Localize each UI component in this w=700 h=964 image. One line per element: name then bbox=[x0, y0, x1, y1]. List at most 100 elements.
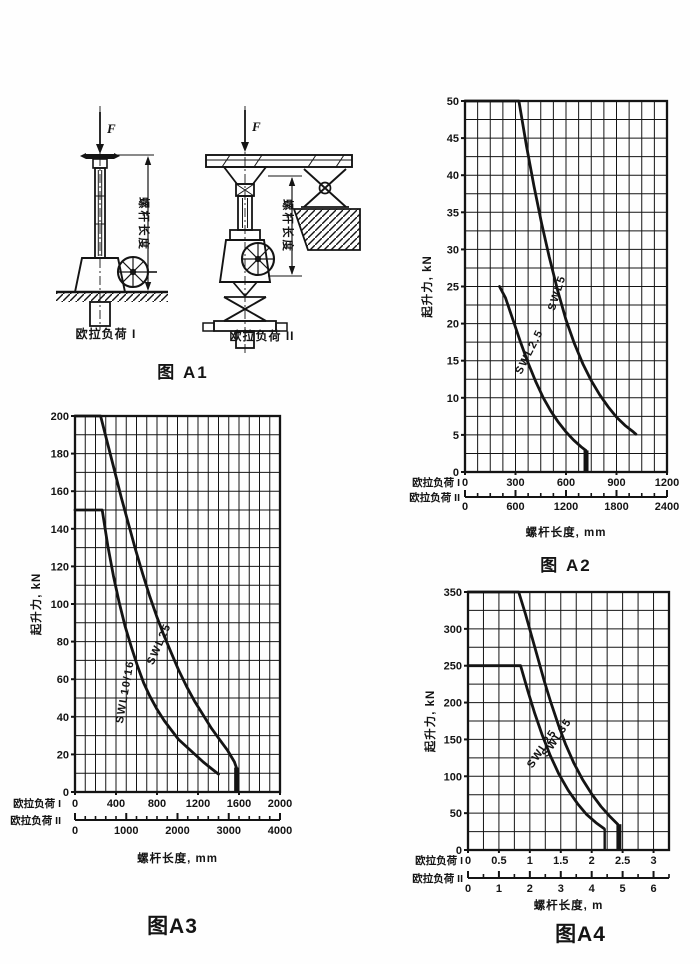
y-tick-label: 160 bbox=[51, 486, 69, 498]
x-tick-label-scale1: 1200 bbox=[186, 798, 210, 810]
x-tick-label-scale1: 1600 bbox=[227, 798, 251, 810]
y-axis: 0 20 40 60 80 100 120 140 160 180 200 起升力, kN bbox=[29, 411, 75, 799]
hand-wheel bbox=[240, 241, 276, 277]
x-tick-label-scale2: 0 bbox=[465, 883, 471, 895]
y-tick-label: 250 bbox=[444, 661, 462, 673]
x-tick-label-scale2: 2 bbox=[527, 883, 533, 895]
y-tick-label: 30 bbox=[447, 244, 459, 256]
x-tick-label-scale2: 5 bbox=[620, 883, 626, 895]
figure-a1-caption: 图 A1 bbox=[157, 363, 209, 382]
x-tick-label-scale2: 3 bbox=[558, 883, 564, 895]
x-tick-label-scale1: 3 bbox=[650, 855, 656, 867]
y-axis: 0 5 10 15 20 25 30 35 40 45 50 起升力, kN bbox=[420, 96, 465, 479]
x-axis-scale1: 0 300 600 900 1200 bbox=[462, 472, 679, 489]
force-label: F bbox=[106, 121, 116, 136]
figure-a3-caption: 图A3 bbox=[147, 915, 198, 938]
dim-label: 螺杆长度 bbox=[137, 197, 151, 251]
y-axis-title: 起升力, kN bbox=[29, 573, 43, 637]
plot-border bbox=[466, 590, 671, 852]
x-tick-label-scale1: 400 bbox=[107, 798, 125, 810]
x-tick-label-scale1: 800 bbox=[148, 798, 166, 810]
x-tick-label-scale1: 1200 bbox=[655, 477, 679, 489]
y-tick-label: 15 bbox=[447, 356, 459, 368]
y-tick-label: 300 bbox=[444, 624, 462, 636]
jack-saddle bbox=[86, 154, 114, 159]
y-tick-label: 100 bbox=[51, 599, 69, 611]
y-tick-label: 180 bbox=[51, 449, 69, 461]
x-axis-title: 螺杆长度, mm bbox=[137, 851, 218, 865]
y-tick-label: 150 bbox=[444, 734, 462, 746]
y-tick-label: 10 bbox=[447, 393, 459, 405]
x-tick-label-scale1: 0 bbox=[72, 798, 78, 810]
curve-label: SWL10/16 bbox=[114, 659, 137, 724]
x-tick-label-scale1: 300 bbox=[506, 477, 524, 489]
jack-drawing-euler-load-2: F bbox=[202, 106, 361, 354]
curve-SWL10-16 bbox=[73, 508, 220, 776]
x-tick-label-scale1: 2.5 bbox=[615, 855, 630, 867]
x-axis-scale2: 0 600 1200 1800 2400 bbox=[462, 490, 679, 513]
force-arrowhead bbox=[241, 142, 249, 152]
curve-SWL5 bbox=[463, 99, 638, 436]
x-axis-scale2: 0 1 2 3 4 5 6 bbox=[465, 871, 670, 895]
scale2-legend: 欧拉负荷 II bbox=[412, 872, 463, 885]
curve-SWL2-5 bbox=[498, 285, 588, 452]
y-tick-label: 0 bbox=[456, 845, 462, 857]
y-tick-label: 5 bbox=[453, 430, 459, 442]
y-tick-label: 60 bbox=[57, 674, 69, 686]
x-tick-label-scale2: 0 bbox=[72, 825, 78, 837]
force-arrowhead bbox=[96, 144, 104, 154]
y-tick-label: 200 bbox=[51, 411, 69, 423]
x-tick-label-scale2: 1200 bbox=[554, 501, 578, 513]
overhead-beam bbox=[205, 154, 353, 168]
y-tick-label: 50 bbox=[447, 96, 459, 108]
x-tick-label-scale1: 0.5 bbox=[491, 855, 506, 867]
y-axis-title: 起升力, kN bbox=[420, 255, 434, 319]
x-tick-label-scale2: 4 bbox=[589, 883, 596, 895]
euler-load-1-label: 欧拉负荷 I bbox=[75, 327, 137, 341]
dim-label: 螺杆长度 bbox=[281, 199, 295, 253]
y-tick-label: 350 bbox=[444, 587, 462, 599]
y-tick-label: 100 bbox=[444, 771, 462, 783]
scale1-legend: 欧拉负荷 I bbox=[13, 797, 61, 810]
curve-SWL25 bbox=[73, 414, 238, 769]
y-tick-label: 0 bbox=[63, 787, 69, 799]
y-tick-label: 20 bbox=[447, 319, 459, 331]
y-axis-title: 起升力, kN bbox=[423, 690, 437, 754]
x-tick-label-scale2: 4000 bbox=[268, 825, 292, 837]
y-tick-label: 40 bbox=[57, 712, 69, 724]
scale1-legend: 欧拉负荷 I bbox=[412, 476, 460, 489]
x-tick-label-scale1: 0 bbox=[465, 855, 471, 867]
x-tick-label-scale2: 600 bbox=[506, 501, 524, 513]
x-tick-label-scale1: 900 bbox=[607, 477, 625, 489]
jack-base bbox=[89, 301, 111, 327]
x-axis-title: 螺杆长度, mm bbox=[526, 525, 607, 539]
side-support bbox=[292, 168, 361, 251]
x-tick-label-scale1: 1.5 bbox=[553, 855, 568, 867]
jack-body bbox=[218, 239, 272, 283]
wall-block bbox=[292, 208, 361, 251]
x-tick-label-scale2: 2400 bbox=[655, 501, 679, 513]
grid bbox=[464, 100, 668, 473]
y-tick-label: 25 bbox=[447, 282, 459, 294]
y-axis: 0 50 100 150 200 250 300 350 起升力, kN bbox=[423, 587, 468, 857]
y-tick-label: 40 bbox=[447, 170, 459, 182]
x-tick-label-scale1: 0 bbox=[462, 477, 468, 489]
chart-a2: 0 5 10 15 20 25 30 35 40 45 50 起升力, kN 0 300 600 900 120… bbox=[409, 96, 679, 539]
force-label: F bbox=[251, 119, 261, 134]
x-tick-label-scale2: 1800 bbox=[604, 501, 628, 513]
x-tick-label-scale2: 0 bbox=[462, 501, 468, 513]
y-tick-label: 20 bbox=[57, 749, 69, 761]
x-tick-label-scale1: 2000 bbox=[268, 798, 292, 810]
x-tick-label-scale1: 1 bbox=[527, 855, 533, 867]
y-tick-label: 35 bbox=[447, 207, 459, 219]
ground-hatch bbox=[56, 292, 168, 302]
scale2-legend: 欧拉负荷 II bbox=[10, 814, 61, 827]
x-tick-label-scale2: 1000 bbox=[114, 825, 138, 837]
grid bbox=[74, 415, 281, 793]
x-axis-scale2: 0 1000 2000 3000 4000 bbox=[72, 813, 292, 837]
x-tick-label-scale2: 6 bbox=[650, 883, 656, 895]
